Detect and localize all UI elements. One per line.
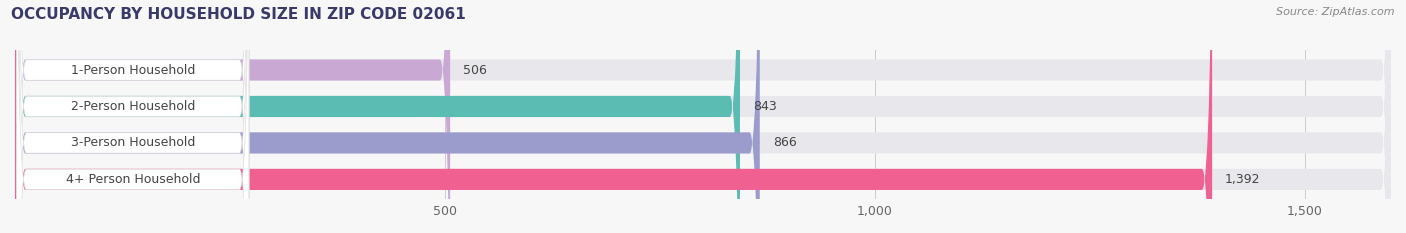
FancyBboxPatch shape — [15, 0, 450, 233]
Text: 2-Person Household: 2-Person Household — [70, 100, 195, 113]
FancyBboxPatch shape — [15, 0, 1212, 233]
Text: 4+ Person Household: 4+ Person Household — [66, 173, 200, 186]
FancyBboxPatch shape — [17, 0, 249, 233]
FancyBboxPatch shape — [17, 0, 249, 233]
Text: 506: 506 — [463, 64, 486, 76]
Text: Source: ZipAtlas.com: Source: ZipAtlas.com — [1277, 7, 1395, 17]
FancyBboxPatch shape — [15, 0, 1391, 233]
Text: 866: 866 — [773, 137, 796, 149]
Text: OCCUPANCY BY HOUSEHOLD SIZE IN ZIP CODE 02061: OCCUPANCY BY HOUSEHOLD SIZE IN ZIP CODE … — [11, 7, 465, 22]
Text: 3-Person Household: 3-Person Household — [70, 137, 195, 149]
FancyBboxPatch shape — [15, 0, 1391, 233]
Text: 1,392: 1,392 — [1225, 173, 1261, 186]
FancyBboxPatch shape — [15, 0, 759, 233]
FancyBboxPatch shape — [15, 0, 1391, 233]
FancyBboxPatch shape — [15, 0, 1391, 233]
Text: 1-Person Household: 1-Person Household — [70, 64, 195, 76]
FancyBboxPatch shape — [15, 0, 740, 233]
FancyBboxPatch shape — [17, 0, 249, 233]
FancyBboxPatch shape — [17, 0, 249, 233]
Text: 843: 843 — [752, 100, 776, 113]
